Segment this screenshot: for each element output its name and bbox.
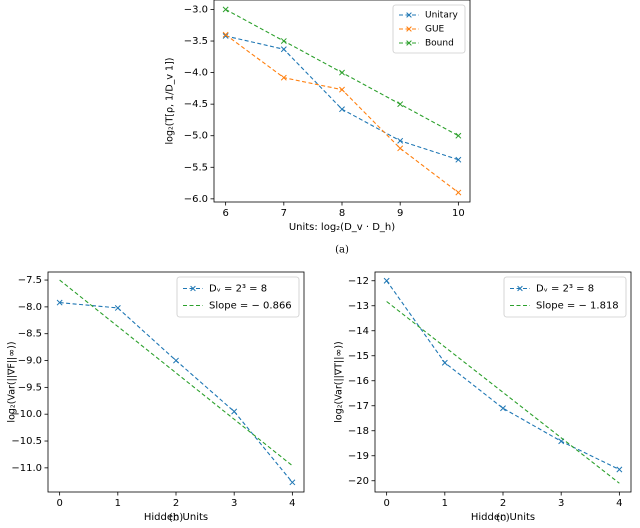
x-tick-label: 1 bbox=[442, 498, 448, 509]
data-point bbox=[289, 479, 296, 486]
legend-marker bbox=[406, 12, 412, 18]
x-tick-label: 9 bbox=[397, 208, 403, 219]
x-tick-label: 6 bbox=[222, 208, 228, 219]
y-axis-label: log₂(Var(||∇T||∞)) bbox=[334, 341, 345, 422]
y-tick-label: −20 bbox=[348, 476, 369, 487]
x-tick-label: 7 bbox=[281, 208, 287, 219]
x-tick-label: 4 bbox=[616, 498, 622, 509]
data-point bbox=[222, 31, 229, 38]
legend-label: Slope = − 1.818 bbox=[536, 301, 619, 312]
y-tick-label: −9.5 bbox=[18, 382, 42, 393]
y-tick-label: −18 bbox=[348, 426, 369, 437]
y-tick-label: −14 bbox=[348, 326, 369, 337]
legend-box bbox=[176, 276, 300, 318]
data-point bbox=[383, 277, 390, 284]
data-point bbox=[455, 156, 462, 163]
x-axis-label: Units: log₂(D_v · D_h) bbox=[289, 222, 395, 233]
y-tick-label: −17 bbox=[348, 401, 369, 412]
x-tick-label: 0 bbox=[56, 498, 62, 509]
y-tick-label: −5.5 bbox=[184, 162, 208, 173]
legend-label: Unitary bbox=[425, 11, 459, 21]
data-point bbox=[56, 299, 63, 306]
y-tick-label: −12 bbox=[348, 276, 369, 287]
x-tick-label: 1 bbox=[115, 498, 121, 509]
y-axis-label: log₂(T[ρ, 1/D_v 1]) bbox=[165, 58, 176, 145]
chart-a: 6 7 8 9 10 −3.0 −3.5 −4.0 −4.5 −5.0 −5.5 −6.0 Units:… bbox=[165, 0, 471, 256]
y-tick-label: −8.5 bbox=[18, 329, 42, 340]
chart-c: 0 1 2 3 4 −12 −13 −14 −15 −16 −17 −18 −19 −20 Hidden U… bbox=[334, 271, 632, 524]
data-point bbox=[222, 6, 229, 13]
series-line-2 bbox=[225, 34, 459, 193]
series-line-1 bbox=[225, 35, 459, 161]
y-tick-label: −13 bbox=[348, 301, 369, 312]
legend-marker bbox=[406, 26, 412, 32]
legend-label: Bound bbox=[425, 39, 454, 49]
legend-box bbox=[503, 276, 627, 318]
y-tick-label: −16 bbox=[348, 376, 369, 387]
legend-marker bbox=[190, 285, 196, 292]
data-point bbox=[455, 132, 462, 139]
chart-b: 0 1 2 3 4 −7.5 −8.0 −8.5 −9.0 −9.5 −10.0 −10.5 −11.0… bbox=[7, 271, 305, 524]
y-tick-label: −7.5 bbox=[18, 275, 42, 286]
data-point bbox=[397, 101, 404, 108]
data-point bbox=[500, 405, 506, 412]
legend-marker bbox=[406, 40, 412, 46]
x-axis-label: Hidden Units bbox=[471, 512, 535, 523]
data-point bbox=[280, 46, 287, 53]
data-point bbox=[441, 359, 448, 366]
data-point bbox=[339, 86, 345, 93]
legend-label: Dᵥ = 2³ = 8 bbox=[536, 284, 594, 295]
data-point bbox=[231, 408, 238, 415]
data-point bbox=[280, 74, 287, 81]
x-tick-label: 0 bbox=[383, 498, 389, 509]
y-tick-label: −10.0 bbox=[11, 409, 42, 420]
x-tick-label: 3 bbox=[231, 498, 237, 509]
y-tick-label: −10.5 bbox=[11, 436, 42, 447]
caption: (c) bbox=[496, 513, 510, 524]
y-axis-label: log₂(Var(||∇F||∞)) bbox=[7, 341, 18, 422]
data-point bbox=[222, 33, 229, 39]
y-tick-label: −15 bbox=[348, 351, 369, 362]
y-tick-label: −3.5 bbox=[184, 36, 208, 47]
legend-label: GUE bbox=[425, 25, 445, 35]
data-point bbox=[455, 189, 462, 196]
x-tick-label: 4 bbox=[289, 498, 295, 509]
legend-marker bbox=[517, 285, 523, 292]
caption: (a) bbox=[335, 245, 349, 256]
y-tick-label: −3.0 bbox=[184, 4, 208, 15]
y-tick-label: −11.0 bbox=[11, 463, 42, 474]
data-point bbox=[339, 69, 345, 76]
data-point bbox=[280, 38, 287, 44]
data-point bbox=[616, 466, 623, 473]
y-tick-label: −4.5 bbox=[184, 99, 208, 110]
y-tick-label: −4.0 bbox=[184, 68, 208, 79]
data-point bbox=[173, 357, 179, 364]
data-point bbox=[339, 106, 345, 113]
y-tick-label: −19 bbox=[348, 451, 369, 462]
y-tick-label: −9.0 bbox=[18, 356, 42, 367]
x-tick-label: 2 bbox=[500, 498, 506, 509]
x-tick-label: 8 bbox=[339, 208, 345, 219]
y-tick-label: −6.0 bbox=[184, 194, 208, 205]
x-tick-label: 10 bbox=[452, 208, 465, 219]
series-line-2 bbox=[386, 301, 620, 484]
data-point bbox=[114, 304, 121, 311]
y-tick-label: −8.0 bbox=[18, 302, 42, 313]
x-tick-label: 2 bbox=[173, 498, 179, 509]
series-line-1 bbox=[59, 302, 293, 483]
series-line-2 bbox=[59, 279, 293, 467]
series-line-1 bbox=[386, 280, 620, 470]
x-tick-label: 3 bbox=[558, 498, 564, 509]
legend-label: Slope = − 0.866 bbox=[209, 301, 292, 312]
y-tick-label: −5.0 bbox=[184, 131, 208, 142]
caption: (b) bbox=[169, 513, 183, 524]
data-point bbox=[397, 137, 404, 144]
legend-label: Dᵥ = 2³ = 8 bbox=[209, 284, 267, 295]
data-point bbox=[397, 145, 404, 152]
x-axis-label: Hidden Units bbox=[144, 512, 208, 523]
